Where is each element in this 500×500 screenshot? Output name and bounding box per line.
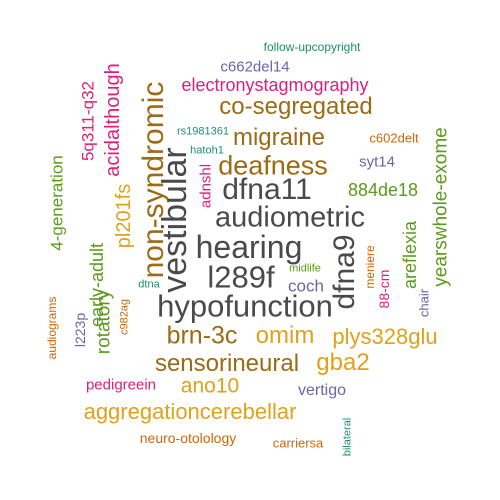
word-acidalthough: acidalthough bbox=[102, 63, 124, 177]
word-sensorineural: sensorineural bbox=[154, 350, 300, 377]
word-deafness: deafness bbox=[218, 150, 328, 181]
word-electronystagmography: electronystagmography bbox=[181, 75, 369, 95]
word-vestibular: vestibular bbox=[156, 147, 194, 293]
word-pedigreein: pedigreein bbox=[85, 376, 157, 394]
word-dfna9: dfna9 bbox=[328, 234, 361, 310]
word-ano10: ano10 bbox=[180, 374, 240, 398]
word-coch: coch bbox=[288, 276, 324, 296]
word-audiograms: audiograms bbox=[45, 296, 59, 360]
word-plys328glu: plys328glu bbox=[332, 324, 438, 349]
word-chair: chair bbox=[416, 288, 432, 318]
word-omim: omim bbox=[255, 322, 315, 349]
word-follow-upcopyright: follow-upcopyright bbox=[263, 40, 361, 54]
word-pl201fs: pl201fs bbox=[113, 183, 135, 249]
word-884de18: 884de18 bbox=[347, 180, 419, 200]
word-areflexia: areflexia bbox=[400, 220, 420, 290]
word-c982ag: c982ag bbox=[118, 298, 131, 336]
word-aggregationcerebellar: aggregationcerebellar bbox=[83, 399, 297, 424]
word-brn-3c: brn-3c bbox=[166, 321, 238, 350]
word-neuro-otolology: neuro-otolology bbox=[139, 430, 237, 446]
word-4-generation: 4-generation bbox=[47, 155, 67, 251]
word-audiometric: audiometric bbox=[215, 201, 365, 234]
word-dfna11: dfna11 bbox=[222, 173, 312, 206]
word-syt14: syt14 bbox=[359, 153, 395, 171]
word-meniere: meniere bbox=[363, 245, 377, 289]
word-carriersa: carriersa bbox=[272, 435, 324, 451]
word-dtna: dtna bbox=[138, 278, 160, 291]
word-88-cm: 88-cm bbox=[376, 269, 392, 309]
word-hypofunction: hypofunction bbox=[157, 288, 333, 324]
word-midlife: midlife bbox=[289, 262, 321, 275]
word-l289f: l289f bbox=[207, 259, 275, 295]
word-co-segregated: co-segregated bbox=[219, 93, 373, 120]
word-vertigo: vertigo bbox=[297, 382, 347, 399]
word-l223p: l223p bbox=[72, 312, 88, 348]
word-rs1981361: rs1981361 bbox=[177, 125, 229, 138]
word-hatoh1: hatoh1 bbox=[190, 144, 224, 157]
word-rotatory: rotatory bbox=[93, 289, 115, 355]
word-c602delt: c602delt bbox=[369, 130, 419, 146]
word-bilateral: bilateral bbox=[341, 417, 354, 457]
word-5q311-q32: 5q311-q32 bbox=[78, 80, 98, 162]
word-migraine: migraine bbox=[232, 124, 326, 151]
word-hearing: hearing bbox=[195, 229, 303, 265]
word-adnshl: adnshl bbox=[197, 163, 215, 209]
word-gba2: gba2 bbox=[316, 349, 370, 376]
word-c662del14: c662del14 bbox=[220, 58, 290, 76]
word-yearswhole-exome: yearswhole-exome bbox=[430, 127, 452, 287]
